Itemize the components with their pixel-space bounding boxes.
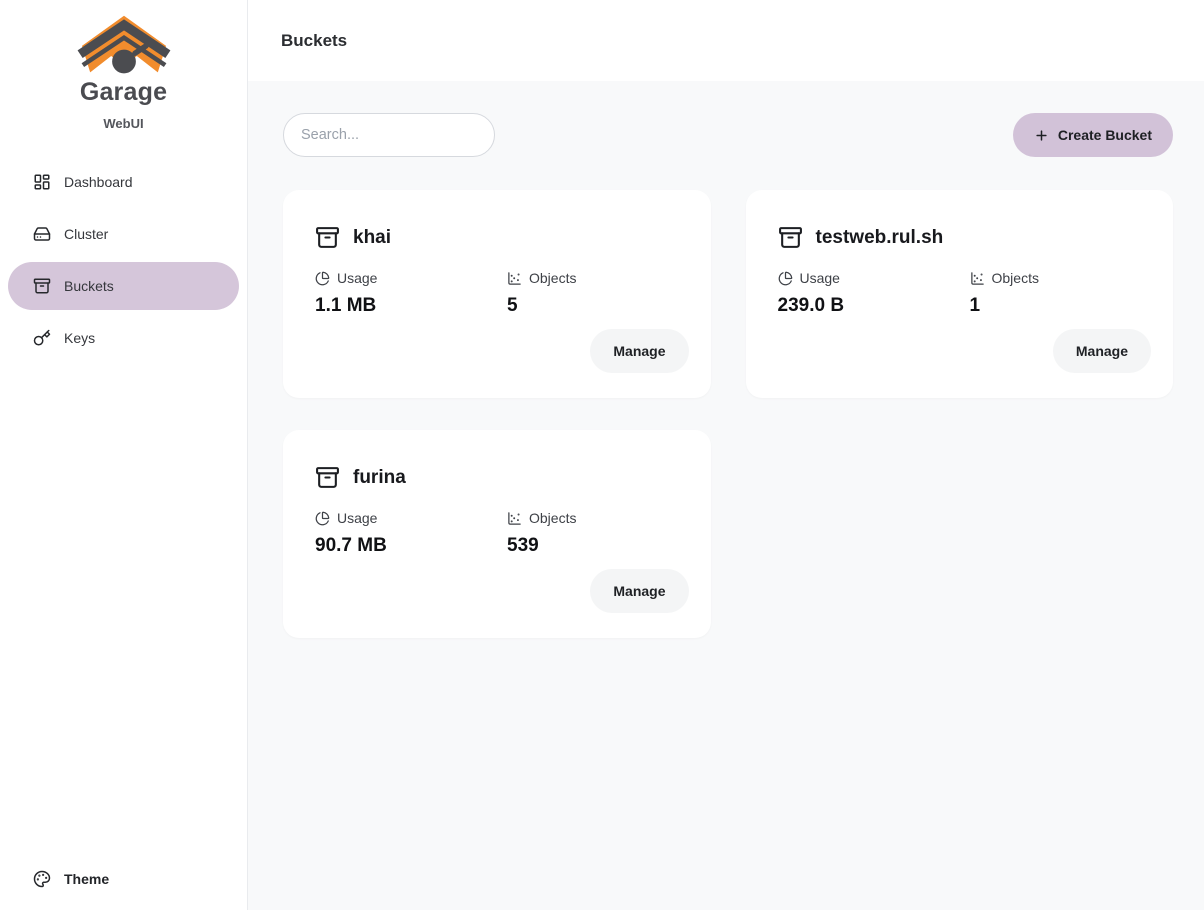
page-title: Buckets: [281, 30, 348, 50]
archive-icon: [315, 225, 340, 250]
archive-icon: [778, 225, 803, 250]
objects-label: Objects: [991, 270, 1039, 286]
app-subtitle: WebUI: [103, 116, 144, 131]
topbar: Buckets: [248, 0, 1204, 81]
bucket-card: testweb.rul.sh Usage 239.0 B Objects: [745, 190, 1173, 398]
toolbar: Create Bucket: [283, 113, 1173, 157]
sidebar-item-label: Buckets: [64, 278, 114, 294]
theme-button[interactable]: Theme: [8, 855, 239, 903]
sidebar-item-cluster[interactable]: Cluster: [8, 210, 239, 258]
sidebar-footer: Theme: [0, 847, 247, 910]
usage-stat: Usage 1.1 MB: [315, 270, 507, 317]
objects-label: Objects: [529, 270, 577, 286]
objects-stat: Objects 539: [507, 510, 679, 557]
manage-button[interactable]: Manage: [590, 329, 689, 373]
palette-icon: [33, 870, 51, 888]
garage-logo-icon: [77, 15, 170, 74]
sidebar: Garage WebUI Dashboard Cluster Bucket: [0, 0, 248, 910]
layout-dashboard-icon: [33, 173, 51, 191]
create-bucket-label: Create Bucket: [1057, 127, 1152, 143]
usage-stat: Usage 90.7 MB: [315, 510, 507, 557]
objects-stat: Objects 5: [507, 270, 679, 317]
sidebar-item-label: Dashboard: [64, 174, 133, 190]
objects-value: 1: [969, 295, 981, 316]
objects-label: Objects: [529, 510, 577, 526]
bucket-stats: Usage 1.1 MB Objects 5: [315, 270, 679, 317]
chart-pie-icon: [778, 271, 793, 286]
usage-label: Usage: [337, 510, 378, 526]
sidebar-item-buckets[interactable]: Buckets: [8, 262, 239, 310]
sidebar-item-label: Cluster: [64, 226, 109, 242]
bucket-card: khai Usage 1.1 MB Objects 5: [283, 190, 711, 398]
main-area: Buckets Create Bucket khai: [248, 0, 1204, 910]
bucket-stats: Usage 239.0 B Objects 1: [778, 270, 1142, 317]
chart-scatter-icon: [970, 271, 985, 286]
bucket-stats: Usage 90.7 MB Objects 539: [315, 510, 679, 557]
bucket-card-header: furina: [315, 465, 679, 490]
objects-value: 5: [507, 295, 518, 316]
sidebar-nav: Dashboard Cluster Buckets Keys: [0, 158, 247, 362]
chart-pie-icon: [315, 271, 330, 286]
usage-value: 239.0 B: [777, 295, 845, 316]
usage-stat: Usage 239.0 B: [778, 270, 970, 317]
theme-label: Theme: [64, 871, 110, 887]
create-bucket-button[interactable]: Create Bucket: [1012, 113, 1173, 157]
app-title: Garage: [79, 78, 168, 106]
content: Create Bucket khai Usage 1.1 MB: [248, 81, 1204, 678]
bucket-name: furina: [353, 466, 406, 488]
sidebar-item-dashboard[interactable]: Dashboard: [8, 158, 239, 206]
manage-button[interactable]: Manage: [1052, 329, 1151, 373]
bucket-card-header: khai: [315, 225, 679, 250]
sidebar-item-keys[interactable]: Keys: [8, 314, 239, 362]
key-icon: [33, 329, 51, 347]
chart-pie-icon: [315, 511, 330, 526]
archive-icon: [33, 277, 51, 295]
search-input[interactable]: [283, 113, 495, 157]
objects-stat: Objects 1: [970, 270, 1142, 317]
bucket-name: khai: [353, 226, 392, 248]
bucket-card-header: testweb.rul.sh: [778, 225, 1142, 250]
archive-icon: [315, 465, 340, 490]
logo-block: Garage WebUI: [0, 0, 247, 131]
chart-scatter-icon: [507, 511, 522, 526]
usage-label: Usage: [337, 270, 378, 286]
usage-value: 1.1 MB: [315, 295, 377, 316]
usage-value: 90.7 MB: [315, 535, 387, 556]
plus-icon: [1034, 128, 1049, 143]
manage-button[interactable]: Manage: [590, 569, 689, 613]
hard-drive-icon: [33, 225, 51, 243]
bucket-card: furina Usage 90.7 MB Objects: [283, 430, 711, 638]
bucket-name: testweb.rul.sh: [815, 226, 944, 248]
bucket-grid: khai Usage 1.1 MB Objects 5: [283, 190, 1173, 678]
usage-label: Usage: [799, 270, 840, 286]
objects-value: 539: [507, 535, 539, 556]
sidebar-item-label: Keys: [64, 330, 96, 346]
chart-scatter-icon: [507, 271, 522, 286]
